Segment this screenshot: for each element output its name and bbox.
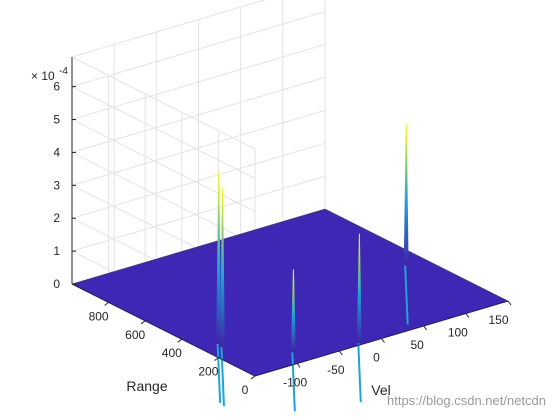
peak-2 — [290, 269, 296, 352]
grid-line — [71, 175, 326, 252]
y-tick-mark — [177, 338, 183, 343]
x-tick-mark — [338, 350, 343, 356]
y-tick-mark — [140, 320, 146, 325]
z-tick-label: 0 — [53, 277, 60, 291]
box-edge — [71, 0, 267, 58]
peak-3 — [356, 233, 362, 343]
peak-1 — [220, 188, 225, 347]
z-tick-label: 2 — [53, 211, 60, 225]
x-tick-label: 50 — [410, 338, 424, 352]
x-tick-label: 150 — [488, 313, 508, 327]
grid-line — [71, 109, 326, 186]
peak-4-base-ridge — [404, 265, 409, 325]
peak-4 — [403, 123, 409, 265]
z-tick-label: 4 — [53, 145, 60, 159]
y-tick-label: 0 — [242, 383, 249, 397]
peak-2-base-ridge — [291, 352, 296, 412]
y-tick-label: 600 — [125, 328, 145, 342]
grid-line — [71, 119, 256, 212]
surface-peaks — [216, 123, 409, 412]
x-tick-label: 100 — [448, 326, 468, 340]
watermark: https://blog.csdn.net/netcdn — [387, 393, 546, 408]
peak-1-base-ridge — [220, 347, 225, 407]
peak-0 — [216, 171, 222, 343]
x-tick-label: -50 — [327, 363, 345, 377]
y-tick-mark — [250, 375, 256, 380]
x-tick-mark — [465, 313, 470, 318]
y-tick-label: 800 — [89, 309, 109, 323]
z-exponent-power: -4 — [59, 66, 68, 77]
z-tick-label: 6 — [53, 80, 60, 94]
grid-line — [71, 142, 326, 219]
x-tick-label: -100 — [283, 376, 307, 390]
grid-line — [71, 44, 326, 120]
x-tick-mark — [296, 363, 301, 368]
z-tick-label: 1 — [53, 244, 60, 258]
peak-0-base-ridge — [216, 343, 222, 403]
tick-labels: -100 -50 0 50 100 150 0 200 400 600 800 0 1 2 3 4 5 6 — [53, 80, 509, 397]
peak-3-base-ridge — [357, 343, 362, 403]
y-tick-label: 200 — [198, 365, 218, 379]
x-tick-mark — [507, 300, 512, 306]
y-axis-label: Range — [126, 378, 167, 394]
z-tick-label: 5 — [53, 113, 60, 127]
z-exponent-base: × 10 — [31, 69, 55, 83]
box-edge — [71, 56, 256, 150]
z-tick-label: 3 — [53, 178, 60, 192]
grid-line — [71, 76, 326, 153]
y-tick-mark — [104, 301, 109, 306]
grid-line — [71, 151, 256, 245]
surface-floor-plane — [71, 208, 509, 377]
x-tick-label: 0 — [373, 351, 380, 365]
y-tick-label: 400 — [162, 346, 182, 360]
y-axis-line — [71, 283, 256, 377]
x-tick-mark — [423, 325, 428, 331]
grid-line — [71, 11, 326, 88]
axes — [71, 57, 512, 380]
x-axis-label: Vel — [371, 382, 390, 398]
x-tick-mark — [381, 338, 385, 343]
y-tick-mark — [214, 357, 219, 362]
surface-floor — [71, 208, 509, 377]
z-exponent: × 10 -4 — [31, 66, 68, 83]
grid-line — [71, 86, 256, 180]
